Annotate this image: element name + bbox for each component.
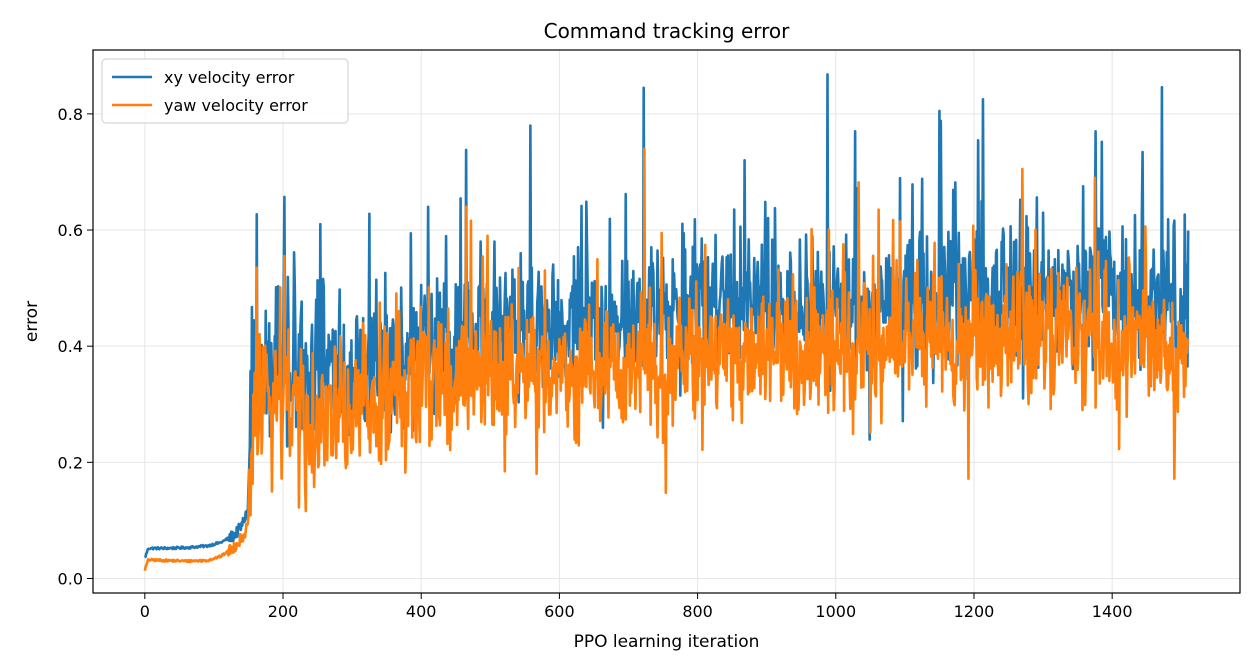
x-tick-label: 1000 — [815, 602, 856, 621]
legend-label-1: yaw velocity error — [164, 96, 308, 115]
chart-title: Command tracking error — [544, 19, 791, 43]
x-tick-label: 400 — [406, 602, 437, 621]
legend: xy velocity error yaw velocity error — [101, 58, 349, 124]
x-axis-title: PPO learning iteration — [574, 632, 760, 652]
legend-label-0: xy velocity error — [164, 68, 295, 87]
x-tick-label: 0 — [140, 602, 150, 621]
x-tick-label: 600 — [544, 602, 575, 621]
series-layer — [143, 73, 1190, 571]
y-tick-label: 0.8 — [58, 105, 83, 124]
series-line-0 — [143, 73, 1190, 559]
x-tick-label: 200 — [268, 602, 299, 621]
x-tick-label: 1200 — [954, 602, 995, 621]
y-tick-label: 0.4 — [58, 337, 83, 356]
x-tick-label: 800 — [682, 602, 713, 621]
y-tick-label: 0.2 — [58, 453, 83, 472]
y-tick-label: 0.6 — [58, 221, 83, 240]
ticks: 0 200 400 600 800 1000 1200 1400 0.0 0.2 0.4 0.6 0.8 — [58, 105, 1133, 621]
plot-frame — [92, 49, 1241, 594]
y-tick-label: 0.0 — [58, 569, 83, 588]
x-tick-label: 1400 — [1092, 602, 1133, 621]
series-line-1 — [143, 147, 1190, 571]
y-axis-title: error — [22, 301, 42, 342]
legend-box — [101, 58, 349, 124]
